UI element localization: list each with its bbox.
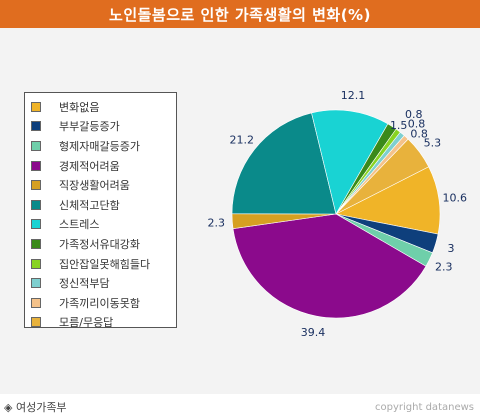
slice-value-label: 2.3	[208, 216, 226, 229]
footer: ◈ 여성가족부 copyright datanews	[0, 394, 480, 420]
legend-swatch	[31, 258, 41, 269]
legend-swatch	[31, 160, 41, 171]
pie-slice	[335, 138, 430, 215]
slice-value-label: 0.8	[408, 118, 426, 131]
legend-item: 스트레스	[31, 215, 176, 235]
legend-item: 형제자매갈등증가	[31, 136, 176, 156]
slice-value-label: 21.2	[230, 134, 255, 147]
legend-swatch	[31, 317, 41, 328]
legend-swatch	[31, 101, 41, 112]
legend-label: 가족정서유대강화	[59, 237, 140, 251]
legend-label: 변화없음	[59, 100, 100, 114]
slice-value-label: 5.3	[424, 137, 442, 150]
legend-label: 신체적고단함	[59, 198, 120, 212]
slice-value-label: 3	[448, 242, 455, 255]
legend-label: 가족끼리이동못함	[59, 296, 140, 310]
slice-value-label: 0.8	[410, 128, 428, 141]
legend-item: 집안잡일못해힘들다	[31, 254, 176, 274]
legend-item: 신체적고단함	[31, 195, 176, 215]
source-label: ◈ 여성가족부	[4, 401, 67, 414]
pie-slice	[311, 109, 389, 215]
pie-slice	[335, 166, 441, 235]
legend-item: 변화없음	[31, 97, 176, 117]
slice-value-label: 10.6	[443, 191, 468, 204]
pie-slice	[232, 213, 427, 319]
legend-item: 정신적부담	[31, 273, 176, 293]
legend-label: 형제자매갈등증가	[59, 139, 140, 153]
legend-item: 가족정서유대강화	[31, 234, 176, 254]
legend-label: 모름/무응답	[59, 316, 114, 330]
slice-value-label: 0.8	[405, 108, 423, 121]
legend-label: 집안잡일못해힘들다	[59, 257, 151, 271]
slice-value-label: 1.5	[390, 119, 408, 132]
slice-value-label: 2.3	[435, 261, 453, 274]
legend-label: 정신적부담	[59, 277, 110, 291]
legend-swatch	[31, 199, 41, 210]
legend-label: 부부갈등증가	[59, 120, 120, 134]
legend-swatch	[31, 297, 41, 308]
legend-swatch	[31, 278, 41, 289]
slice-value-label: 39.4	[301, 326, 326, 339]
legend-item: 직장생활어려움	[31, 175, 176, 195]
legend-item: 가족끼리이동못함	[31, 293, 176, 313]
pie-slice	[231, 112, 337, 215]
copyright-label: copyright datanews	[375, 402, 474, 413]
legend-swatch	[31, 121, 41, 132]
chart-title: 노인돌봄으로 인한 가족생활의 변화(%)	[0, 0, 480, 28]
legend-swatch	[31, 140, 41, 151]
legend-swatch	[31, 219, 41, 230]
slice-value-label: 12.1	[341, 89, 366, 102]
legend-label: 스트레스	[59, 218, 100, 232]
legend-item: 부부갈등증가	[31, 117, 176, 137]
legend-label: 경제적어려움	[59, 159, 120, 173]
legend-item: 모름/무응답	[31, 313, 176, 333]
legend-swatch	[31, 238, 41, 249]
legend-swatch	[31, 180, 41, 191]
legend-label: 직장생활어려움	[59, 179, 130, 193]
legend-item: 경제적어려움	[31, 156, 176, 176]
